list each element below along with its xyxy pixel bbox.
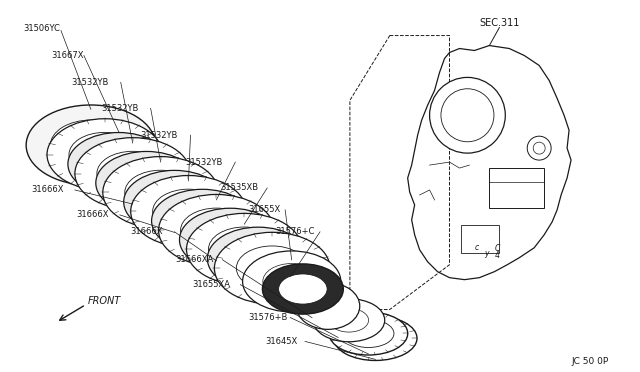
Text: 31645X: 31645X	[265, 337, 298, 346]
Text: $c$: $c$	[474, 243, 481, 252]
Text: $C$: $C$	[493, 242, 501, 253]
Text: FRONT: FRONT	[88, 296, 121, 305]
Text: 31532YB: 31532YB	[101, 104, 138, 113]
Text: 31506YC: 31506YC	[23, 24, 60, 33]
Ellipse shape	[243, 251, 341, 312]
Ellipse shape	[47, 119, 163, 190]
Text: SEC.311: SEC.311	[479, 17, 520, 28]
Text: 31576+B: 31576+B	[248, 313, 287, 322]
Text: 31666XA: 31666XA	[175, 255, 214, 264]
Ellipse shape	[90, 146, 148, 182]
Ellipse shape	[26, 105, 156, 185]
Text: 31666X: 31666X	[131, 227, 163, 236]
Ellipse shape	[153, 189, 224, 234]
Ellipse shape	[159, 195, 274, 266]
Ellipse shape	[313, 299, 385, 342]
Ellipse shape	[349, 324, 401, 352]
Ellipse shape	[68, 132, 170, 196]
Text: 31535XB: 31535XB	[220, 183, 259, 192]
Ellipse shape	[263, 263, 321, 299]
Ellipse shape	[429, 77, 506, 153]
Ellipse shape	[334, 316, 417, 360]
Ellipse shape	[202, 222, 259, 258]
Ellipse shape	[527, 136, 551, 160]
Ellipse shape	[329, 308, 369, 332]
Text: JC 50 0P: JC 50 0P	[572, 357, 609, 366]
Ellipse shape	[96, 151, 198, 215]
Ellipse shape	[343, 320, 394, 347]
Text: 31532YB: 31532YB	[71, 78, 108, 87]
Ellipse shape	[229, 241, 287, 277]
Ellipse shape	[51, 120, 131, 170]
Ellipse shape	[329, 312, 408, 355]
Ellipse shape	[103, 157, 218, 228]
Ellipse shape	[131, 176, 246, 247]
Ellipse shape	[214, 232, 330, 304]
Text: 31667X: 31667X	[51, 51, 83, 60]
Ellipse shape	[118, 165, 175, 201]
Ellipse shape	[97, 151, 168, 196]
Text: $y$: $y$	[484, 249, 491, 260]
Text: 31666X: 31666X	[31, 186, 63, 195]
Text: 31576+C: 31576+C	[275, 227, 314, 236]
Ellipse shape	[236, 246, 308, 291]
Ellipse shape	[180, 208, 252, 253]
Ellipse shape	[296, 283, 360, 329]
Ellipse shape	[75, 138, 191, 209]
Ellipse shape	[146, 184, 204, 220]
Text: 31532YB: 31532YB	[186, 158, 223, 167]
Ellipse shape	[152, 189, 253, 253]
Ellipse shape	[209, 227, 280, 272]
Ellipse shape	[533, 142, 545, 154]
Ellipse shape	[278, 274, 327, 304]
Text: 31655XA: 31655XA	[193, 280, 230, 289]
Ellipse shape	[207, 227, 309, 290]
Ellipse shape	[179, 208, 281, 271]
Text: 31532YB: 31532YB	[141, 131, 178, 140]
Text: $4$: $4$	[494, 249, 500, 260]
Ellipse shape	[186, 214, 302, 285]
Ellipse shape	[262, 264, 343, 314]
Ellipse shape	[69, 132, 141, 177]
Text: 31655X: 31655X	[248, 205, 280, 214]
Text: 31666X: 31666X	[76, 211, 108, 219]
Ellipse shape	[124, 170, 225, 234]
Bar	[461, 225, 499, 253]
Ellipse shape	[173, 203, 231, 239]
Ellipse shape	[125, 170, 196, 215]
Ellipse shape	[441, 89, 494, 142]
